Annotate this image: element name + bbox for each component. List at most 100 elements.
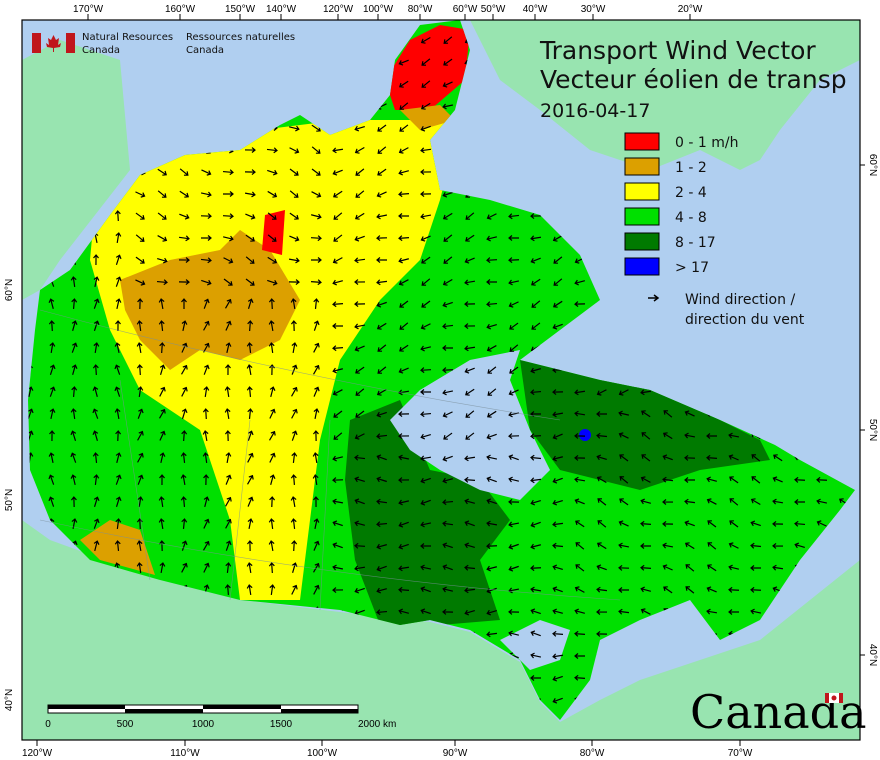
- wind-arrow: [376, 191, 387, 198]
- wind-arrow: [354, 279, 366, 285]
- wind-arrow: [157, 168, 167, 176]
- wind-arrow: [246, 562, 253, 574]
- wind-arrow: [159, 386, 166, 397]
- wind-arrow: [794, 542, 805, 549]
- wind-arrow: [70, 496, 77, 508]
- wind-arrow: [398, 543, 409, 550]
- wind-arrow: [181, 518, 188, 530]
- wind-arrow: [640, 586, 651, 593]
- wind-arrow: [619, 476, 629, 484]
- graticule: [39, 309, 621, 611]
- wind-arrow: [181, 320, 188, 332]
- region-1-2-south: [80, 520, 155, 575]
- wind-arrow: [464, 542, 475, 549]
- wind-arrow: [420, 411, 432, 418]
- wind-arrow: [245, 256, 255, 264]
- wind-arrow: [181, 562, 188, 573]
- wind-arrow: [225, 320, 232, 331]
- wind-arrow: [508, 235, 520, 241]
- wind-arrow: [464, 345, 476, 352]
- wind-arrow: [772, 520, 784, 527]
- wind-arrow: [552, 411, 564, 418]
- wind-arrow: [267, 169, 278, 176]
- bottom-longitude-label: 110°W: [170, 748, 200, 759]
- wind-arrow: [222, 191, 234, 197]
- wind-arrow: [178, 235, 190, 242]
- wind-arrow: [354, 542, 366, 549]
- wind-arrow: [224, 298, 232, 309]
- wind-arrow: [202, 452, 209, 464]
- wind-arrow: [311, 124, 321, 132]
- wind-arrow: [114, 342, 121, 354]
- wind-arrow: [225, 540, 232, 551]
- wind-arrow: [222, 213, 234, 220]
- top-longitude-label: 40°W: [523, 4, 548, 15]
- wind-arrow: [354, 345, 365, 352]
- wind-arrow: [267, 212, 277, 220]
- wind-arrow: [641, 432, 651, 440]
- wind-arrow: [224, 408, 231, 420]
- wind-arrow: [223, 278, 233, 286]
- wind-arrow: [508, 476, 520, 483]
- wind-arrow: [268, 298, 275, 310]
- wind-arrow: [442, 455, 453, 462]
- wind-arrow: [464, 323, 476, 329]
- wind-arrow: [291, 430, 298, 441]
- wind-arrow: [596, 609, 608, 615]
- wind-arrow: [49, 430, 55, 442]
- wind-arrow: [684, 542, 695, 550]
- wind-arrow: [531, 322, 541, 330]
- wind-arrow: [376, 609, 388, 616]
- wind-arrow: [332, 345, 344, 352]
- wind-arrow: [49, 386, 56, 397]
- wind-arrow: [203, 386, 210, 398]
- wind-arrow: [728, 609, 740, 615]
- wind-arrow: [159, 430, 166, 441]
- legend-swatch: [624, 257, 660, 276]
- wind-arrow: [442, 345, 454, 351]
- wind-arrow: [200, 257, 212, 264]
- wind-arrow: [377, 366, 387, 374]
- wind-arrow: [597, 520, 607, 528]
- wind-arrow: [225, 562, 232, 574]
- wind-arrow: [70, 276, 77, 288]
- top-longitude-label: 150°W: [225, 4, 256, 15]
- wind-arrow: [70, 474, 77, 486]
- wind-arrow: [247, 430, 254, 441]
- wind-arrow: [596, 542, 607, 550]
- wind-arrow: [443, 432, 453, 440]
- org-en-line1: Natural Resources: [82, 32, 173, 43]
- wind-arrow: [203, 342, 210, 353]
- wind-arrow: [332, 147, 344, 154]
- wind-arrow: [247, 298, 254, 309]
- wind-arrow: [48, 298, 55, 309]
- wind-arrow: [443, 234, 453, 242]
- wind-arrow: [618, 520, 629, 527]
- wind-arrow: [136, 562, 143, 574]
- wind-arrow: [508, 279, 520, 286]
- wind-arrow: [574, 410, 586, 417]
- wind-arrow: [618, 564, 630, 571]
- wind-arrow: [354, 146, 365, 154]
- wind-arrow: [486, 543, 498, 550]
- wind-arrow: [442, 81, 453, 88]
- wind-arrow: [684, 454, 696, 461]
- maple-leaf-icon: [46, 35, 61, 52]
- wind-arrow: [159, 474, 165, 486]
- wind-arrow: [729, 520, 739, 528]
- wind-arrow: [662, 476, 674, 483]
- wind-arrow: [486, 257, 498, 264]
- wind-arrow: [398, 608, 409, 615]
- wind-arrow: [313, 496, 319, 508]
- wind-arrow: [225, 342, 232, 354]
- wind-arrow: [93, 474, 100, 486]
- wind-arrow: [246, 540, 253, 552]
- wind-arrow: [312, 430, 319, 442]
- wind-arrow: [398, 191, 410, 198]
- wind-arrow: [398, 367, 409, 374]
- wind-arrow: [332, 301, 344, 308]
- wind-arrow: [398, 477, 410, 483]
- wind-arrow: [398, 499, 410, 506]
- wind-arrow: [135, 212, 145, 220]
- wind-arrow: [289, 212, 299, 220]
